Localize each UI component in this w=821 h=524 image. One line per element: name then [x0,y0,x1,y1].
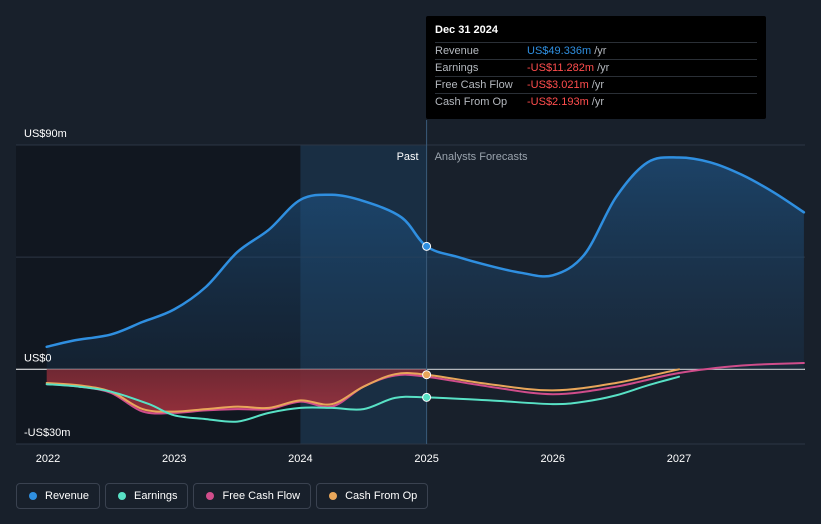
tooltip-row-revenue: Revenue US$49.336m /yr [435,42,757,59]
tooltip-unit: /yr [591,79,604,91]
x-axis-tick-label: 2027 [667,453,691,465]
legend-dot-icon [29,492,37,500]
revenue-area [46,157,804,370]
marker-earnings [422,392,432,402]
legend-item-cash-from-op[interactable]: Cash From Op [316,483,429,509]
y-axis-labels: US$90m US$0 -US$30m [24,128,70,439]
forecast-label: Analysts Forecasts [435,151,528,163]
y-axis-label: US$90m [24,128,67,140]
legend: Revenue Earnings Free Cash Flow Cash Fro… [16,483,429,509]
legend-item-earnings[interactable]: Earnings [105,483,189,509]
tooltip-unit: /yr [591,96,604,108]
legend-item-free-cash-flow[interactable]: Free Cash Flow [193,483,312,509]
past-label: Past [397,151,419,163]
tooltip-row-free-cash-flow: Free Cash Flow -US$3.021m /yr [435,76,757,93]
legend-label: Revenue [45,490,90,502]
marker-revenue [422,241,432,251]
legend-item-revenue[interactable]: Revenue [16,483,101,509]
tooltip-label: Revenue [435,45,480,57]
legend-dot-icon [329,492,338,500]
tooltip-label: Free Cash Flow [435,79,513,91]
legend-label: Cash From Op [345,490,418,502]
legend-dot-icon [206,492,215,500]
tooltip-unit: /yr [594,45,607,57]
series-line-earnings [45,375,680,423]
series-line-cash-from-op [45,368,680,413]
tooltip-value: US$49.336m [527,45,592,57]
tooltip-date: Dec 31 2024 [435,24,498,36]
tooltip: Dec 31 2024 Revenue US$49.336m /yr Earni… [426,16,766,119]
x-axis-tick-label: 2023 [162,453,186,465]
x-axis-tick-label: 2026 [541,453,565,465]
tooltip-markers [422,241,432,402]
x-axis-tick-label: 2022 [36,453,60,465]
legend-dot-icon [118,492,127,500]
y-axis-label: -US$30m [24,427,70,439]
x-axis-tick-label: 2025 [414,453,438,465]
marker-cash-from-op [422,370,432,380]
y-axis-label: US$0 [24,352,52,364]
tooltip-value: -US$3.021m [527,79,589,91]
series-line-free-cash-flow [45,362,805,415]
tooltip-row-cash-from-op: Cash From Op -US$2.193m /yr [435,93,757,110]
x-axis-tick-label: 2024 [288,453,312,465]
tooltip-unit: /yr [597,62,610,74]
tooltip-value: -US$2.193m [527,96,589,108]
tooltip-label: Earnings [435,62,479,74]
legend-label: Earnings [134,490,178,502]
x-axis-labels: 2022 2023 2024 2025 2026 2027 [36,453,691,465]
tooltip-value: -US$11.282m [527,62,595,74]
legend-label: Free Cash Flow [222,490,301,502]
tooltip-label: Cash From Op [435,96,508,108]
tooltip-row-earnings: Earnings -US$11.282m /yr [435,59,757,76]
